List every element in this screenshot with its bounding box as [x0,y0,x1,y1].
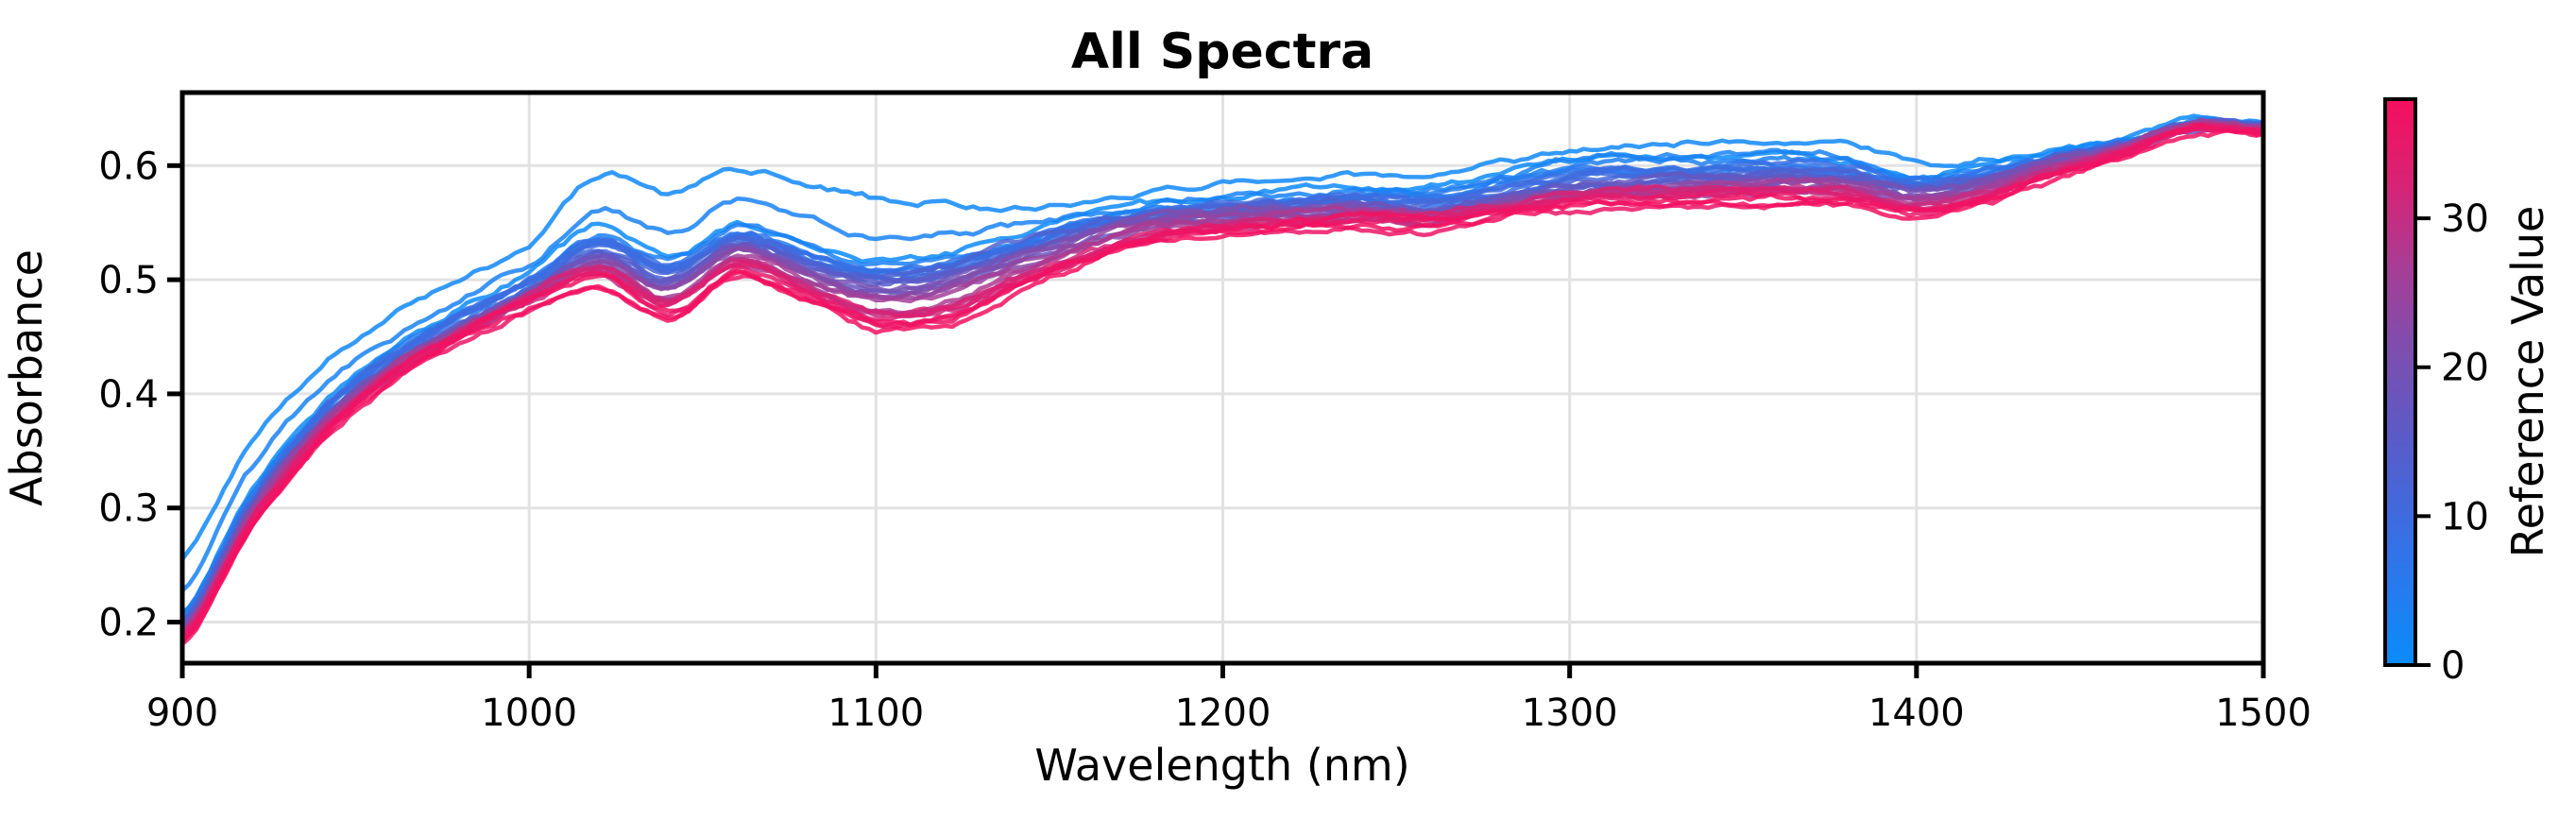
spectrum-line [179,128,2266,643]
y-tick-label: 0.6 [98,145,159,188]
x-tick-label: 1500 [2215,692,2312,735]
colorbar-tick-label: 20 [2441,347,2489,390]
x-axis-label: Wavelength (nm) [1034,740,1409,791]
colorbar: 0 10 20 30 Reference Value [2383,97,2553,688]
spectrum-line [179,122,2266,647]
colorbar-gradient [2383,97,2417,667]
colorbar-ticks: 0 10 20 30 [2415,197,2489,688]
x-tick-label: 900 [146,692,218,735]
colorbar-label: Reference Value [2502,206,2553,558]
colorbar-tick-label: 30 [2441,197,2489,241]
colorbar-tick-label: 10 [2441,495,2489,538]
colorbar-tick-label: 0 [2441,644,2465,688]
x-tick-label: 1300 [1522,692,1618,735]
x-tick-label: 1400 [1868,692,1965,735]
y-tick-label: 0.3 [98,487,159,531]
x-tick-label: 1200 [1175,692,1271,735]
y-axis-ticks: 0.2 0.3 0.4 0.5 0.6 [98,145,182,645]
spectrum-line [179,120,2266,562]
x-tick-label: 1000 [481,692,577,735]
chart-title: All Spectra [1071,24,1373,80]
spectra-lines [179,113,2266,647]
y-tick-label: 0.2 [98,602,159,645]
y-axis-label: Absorbance [1,249,52,506]
y-tick-label: 0.4 [98,373,159,417]
x-tick-label: 1100 [827,692,924,735]
x-axis-ticks: 900 1000 1100 1200 1300 1400 1500 [146,663,2312,735]
y-tick-label: 0.5 [98,259,159,302]
